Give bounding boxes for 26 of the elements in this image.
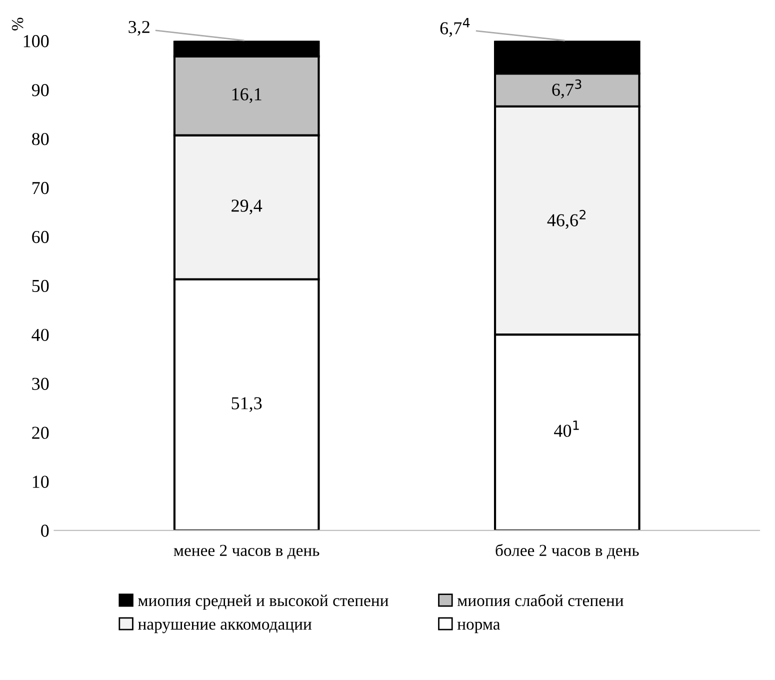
legend-label: миопия средней и высокой степени xyxy=(138,594,388,610)
y-tick-label: 90 xyxy=(32,84,49,96)
y-tick-label: 30 xyxy=(32,378,49,390)
x-tick-label: менее 2 часов в день xyxy=(174,544,320,560)
legend-label: миопия слабой степени xyxy=(457,594,624,606)
legend-label: нарушение аккомодации xyxy=(138,622,312,634)
data-label: 16,1 xyxy=(232,88,262,103)
legend-label: норма xyxy=(457,622,500,634)
data-label: 6,7$^{3}$ xyxy=(552,79,582,98)
data-label: 51,3 xyxy=(232,397,262,412)
y-tick-label: 60 xyxy=(32,230,49,244)
data-label: 46,6$^{2}$ xyxy=(547,210,586,229)
y-tick-label: 0 xyxy=(41,524,49,537)
y-tick-label: 80 xyxy=(32,132,49,146)
data-label: 6,7$^{4}$ xyxy=(440,18,470,37)
y-tick-label: 100 xyxy=(24,35,49,48)
y-axis-title: % xyxy=(12,18,24,30)
y-tick-label: 20 xyxy=(32,426,49,439)
y-tick-label: 70 xyxy=(32,182,49,194)
y-tick-label: 10 xyxy=(32,476,49,488)
data-label: 29,4 xyxy=(232,200,262,214)
y-tick-label: 40 xyxy=(32,328,49,341)
data-label: 3,2 xyxy=(128,20,150,36)
x-tick-label: более 2 часов в день xyxy=(496,544,639,560)
y-tick-label: 50 xyxy=(32,280,49,292)
data-label: 40$^{1}$ xyxy=(554,420,579,437)
